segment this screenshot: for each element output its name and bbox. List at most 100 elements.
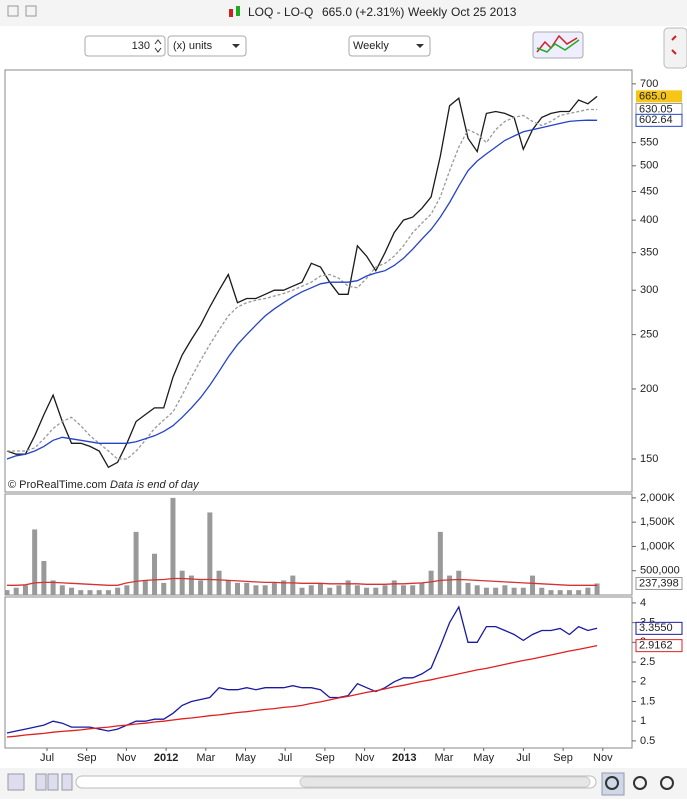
- last-value-box: [635, 576, 683, 590]
- dropdown-arrow: [416, 44, 424, 48]
- volume-bar: [262, 585, 268, 595]
- x-tick-label: Nov: [593, 752, 613, 764]
- y-tick-label: 300: [640, 284, 658, 296]
- volume-bar: [271, 582, 277, 595]
- volume-bar: [520, 587, 526, 595]
- units-dropdown[interactable]: [167, 35, 247, 57]
- x-tick-label: Mar: [435, 752, 454, 764]
- volume-bar: [78, 590, 84, 595]
- last-value-label: 237,398: [639, 577, 679, 589]
- y-tick-label: 1: [640, 715, 646, 727]
- timeframe-dropdown[interactable]: [348, 35, 431, 57]
- volume-bar: [161, 582, 167, 595]
- timeframe-label: Weekly: [353, 40, 389, 52]
- volume-bar: [69, 587, 75, 595]
- volume-bar: [41, 561, 47, 595]
- volume-bar: [142, 580, 148, 595]
- y-tick-label: 500,000: [640, 565, 680, 577]
- last-value-box: [635, 621, 683, 635]
- volume-bar: [32, 529, 38, 595]
- volume-bar: [539, 587, 545, 595]
- volume-bar: [465, 582, 471, 595]
- volume-bar: [124, 585, 130, 595]
- x-tick-label: May: [473, 752, 494, 764]
- volume-bar: [179, 570, 185, 595]
- volume-bar: [502, 585, 508, 595]
- volume-bar: [198, 580, 204, 595]
- series-line: [6, 95, 598, 469]
- volume-bar: [308, 585, 314, 595]
- volume-bar: [225, 580, 231, 595]
- last-value-box: [635, 113, 683, 127]
- volume-bar: [410, 585, 416, 595]
- volume-bar: [13, 587, 19, 595]
- nav-buttons[interactable]: [7, 773, 73, 791]
- volume-bar: [336, 585, 342, 595]
- last-value-label: 665.0: [639, 90, 667, 102]
- volume-bar: [576, 590, 582, 595]
- title-bar: [0, 0, 687, 26]
- series-line: [7, 577, 598, 586]
- units-input[interactable]: [84, 35, 166, 57]
- volume-bar: [317, 582, 323, 595]
- copyright: © ProRealTime.com: [8, 479, 107, 491]
- y-tick-label: 2: [640, 676, 646, 688]
- volume-bar: [299, 587, 305, 595]
- volume-bar: [96, 590, 102, 595]
- symbol: LOQ - LO-Q: [248, 5, 313, 19]
- window-button[interactable]: [25, 5, 37, 17]
- x-tick-label: Nov: [117, 752, 137, 764]
- volume-bar: [364, 587, 370, 595]
- scroll-thumb[interactable]: [299, 776, 591, 788]
- y-tick-label: 450: [640, 185, 658, 197]
- volume-bar: [493, 587, 499, 595]
- volume-bar: [428, 570, 434, 595]
- side-tab[interactable]: [663, 27, 687, 69]
- volume-bar: [133, 531, 139, 595]
- units-label: (x) units: [173, 40, 213, 52]
- volume-bar: [557, 590, 563, 595]
- y-tick-label: 500: [640, 160, 658, 172]
- dropdown-arrow: [232, 44, 240, 48]
- volume-bar: [566, 590, 572, 595]
- y-tick-label: 350: [640, 247, 658, 259]
- y-tick-label: 1.5: [640, 695, 655, 707]
- volume-bar: [354, 585, 360, 595]
- x-tick-label: Jul: [40, 752, 54, 764]
- zoom-buttons[interactable]: [601, 772, 674, 796]
- spinner[interactable]: [154, 39, 162, 53]
- x-tick-label: Mar: [196, 752, 215, 764]
- units-count: 130: [132, 40, 150, 52]
- volume-bar: [327, 587, 333, 595]
- y-tick-label: 150: [640, 453, 658, 465]
- volume-bar: [400, 585, 406, 595]
- y-tick-label: 200: [640, 383, 658, 395]
- last-value-label: 2.9162: [639, 640, 673, 652]
- volume-bar: [50, 580, 56, 595]
- volume-bar: [4, 590, 10, 595]
- volume-bar: [216, 570, 222, 595]
- volume-bar: [391, 580, 397, 595]
- volume-bar: [281, 580, 287, 595]
- x-tick-label: Nov: [355, 752, 375, 764]
- volume-bar: [87, 590, 93, 595]
- candle-icon: [229, 6, 240, 17]
- y-tick-label: 700: [640, 78, 658, 90]
- volume-bar: [447, 575, 453, 595]
- volume-bar: [170, 497, 176, 595]
- series-line: [6, 119, 598, 460]
- volume-bar: [483, 587, 489, 595]
- y-tick-label: 0.5: [640, 735, 655, 747]
- indicator-button[interactable]: [532, 31, 584, 59]
- volume-bar: [511, 587, 517, 595]
- y-tick-label: 1,000K: [640, 540, 676, 552]
- last-value-box: [636, 90, 682, 103]
- y-tick-label: 4: [640, 597, 646, 609]
- panel-frame: [4, 493, 633, 596]
- series-line: [6, 644, 598, 738]
- volume-bar: [456, 570, 462, 595]
- x-tick-label: 2013: [392, 752, 416, 764]
- window-button[interactable]: [7, 5, 19, 17]
